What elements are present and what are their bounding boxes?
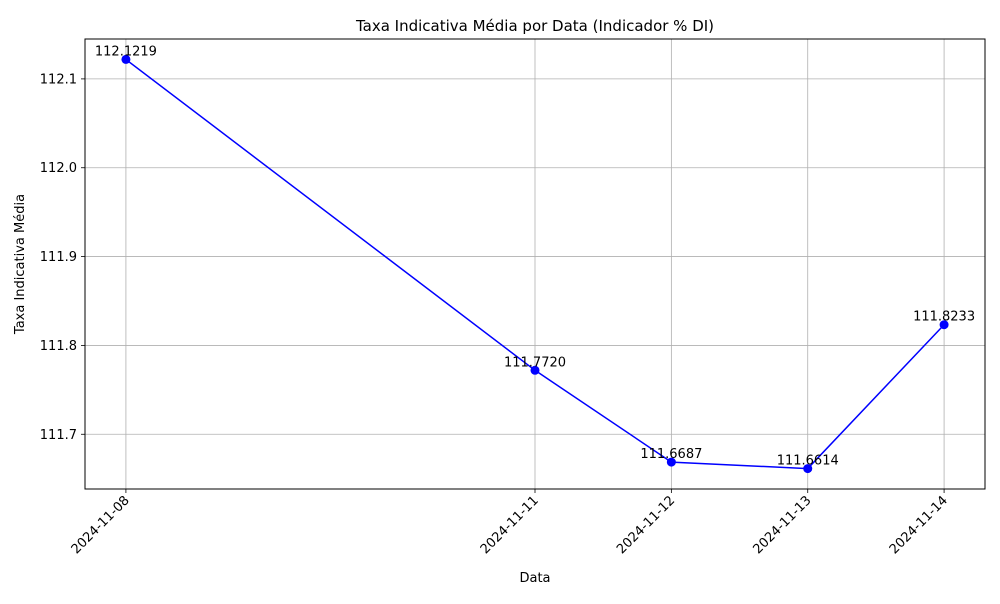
data-label: 111.6687 bbox=[640, 447, 702, 462]
data-point bbox=[530, 365, 540, 375]
data-point bbox=[666, 457, 676, 467]
x-axis-label: Data bbox=[519, 571, 550, 586]
y-tick-label: 112.0 bbox=[40, 161, 77, 176]
data-label: 112.1219 bbox=[95, 44, 157, 59]
x-tick-label: 2024-11-12 bbox=[614, 493, 678, 557]
chart-title: Taxa Indicativa Média por Data (Indicado… bbox=[355, 17, 714, 35]
series: 112.1219 111.7720 111.6687 111.6614 111.8233 bbox=[95, 44, 975, 474]
data-point bbox=[939, 320, 949, 330]
x-tick-label: 2024-11-13 bbox=[751, 493, 815, 557]
data-label: 111.7720 bbox=[504, 355, 566, 370]
plot-frame bbox=[84, 38, 986, 490]
x-tick-label: 2024-11-11 bbox=[478, 493, 542, 557]
data-point bbox=[121, 54, 131, 64]
y-tick-label: 111.8 bbox=[40, 339, 77, 354]
x-tick-label: 2024-11-14 bbox=[887, 493, 951, 557]
grid bbox=[85, 39, 985, 489]
y-tick-label: 111.9 bbox=[40, 250, 77, 265]
data-point bbox=[803, 464, 813, 474]
x-tick-label: 2024-11-08 bbox=[69, 493, 133, 557]
y-axis-ticks: 111.7 111.8 111.9 112.0 112.1 bbox=[40, 72, 85, 443]
y-tick-label: 112.1 bbox=[40, 72, 77, 87]
y-axis-label: Taxa Indicativa Média bbox=[13, 194, 28, 335]
x-axis-ticks: 2024-11-08 2024-11-11 2024-11-12 2024-11-13… bbox=[69, 489, 951, 557]
data-label: 111.6614 bbox=[777, 454, 839, 469]
y-tick-label: 111.7 bbox=[40, 428, 77, 443]
data-label: 111.8233 bbox=[913, 310, 975, 325]
